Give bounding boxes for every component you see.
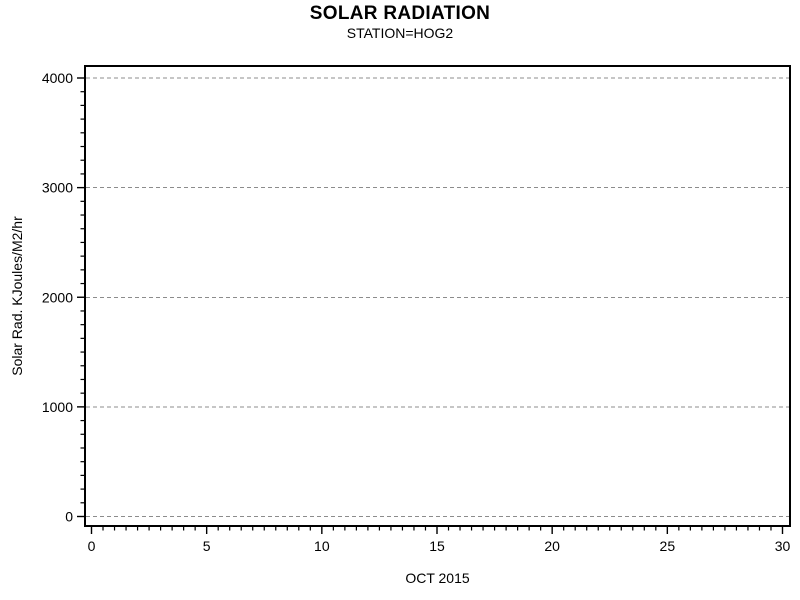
plot-frame bbox=[84, 65, 791, 527]
y-tick-label: 1000 bbox=[42, 399, 73, 415]
chart-title: SOLAR RADIATION bbox=[309, 3, 491, 24]
y-tick-label: 2000 bbox=[42, 289, 73, 305]
x-tick-label: 30 bbox=[775, 538, 791, 554]
x-axis-title: OCT 2015 bbox=[405, 570, 470, 586]
y-tick-label: 3000 bbox=[42, 180, 73, 196]
x-tick-label: 25 bbox=[660, 538, 676, 554]
y-tick-label: 4000 bbox=[42, 70, 73, 86]
y-tick-label: 0 bbox=[65, 509, 73, 525]
x-tick-label: 15 bbox=[429, 538, 445, 554]
x-tick-label: 20 bbox=[544, 538, 560, 554]
x-tick-label: 10 bbox=[314, 538, 330, 554]
x-tick-label: 0 bbox=[88, 538, 96, 554]
chart-subtitle: STATION=HOG2 bbox=[346, 25, 454, 41]
x-tick-label: 5 bbox=[203, 538, 211, 554]
y-axis-title: Solar Rad. KJoules/M2/hr bbox=[9, 216, 25, 376]
